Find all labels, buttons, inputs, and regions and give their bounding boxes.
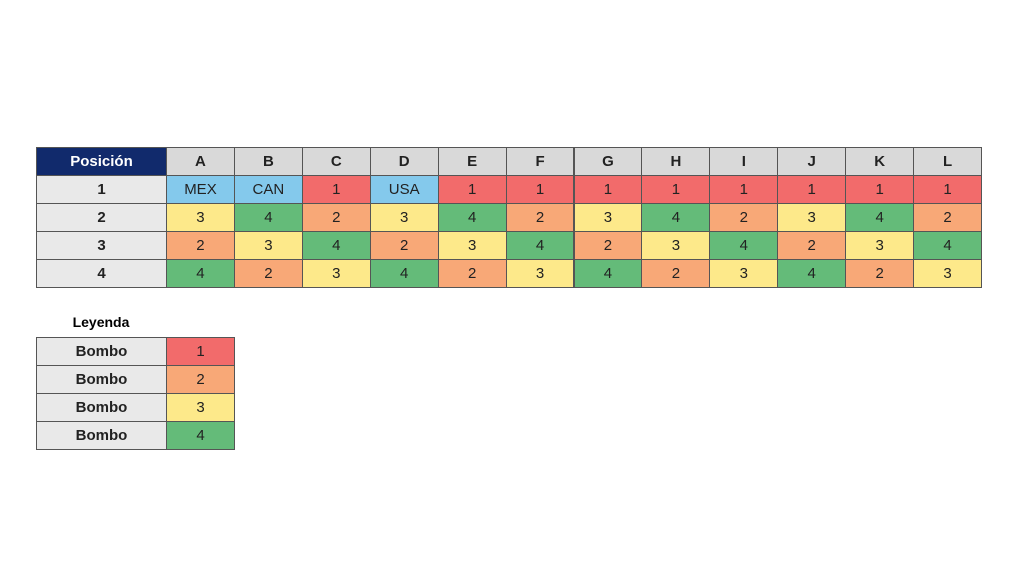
cell: 4 — [913, 231, 982, 260]
cell: 3 — [437, 231, 507, 260]
legend-title: Leyenda — [72, 314, 130, 330]
cell: 3 — [301, 259, 371, 288]
legend-label: Bombo — [36, 393, 167, 422]
cell: 4 — [573, 259, 643, 288]
cell: CAN — [233, 175, 303, 204]
cell: 2 — [505, 203, 575, 232]
cell: 3 — [233, 231, 303, 260]
cell: 4 — [505, 231, 575, 260]
cell: 4 — [845, 203, 915, 232]
legend-swatch: 4 — [166, 421, 235, 450]
column-header: F — [505, 147, 575, 176]
column-header: A — [166, 147, 235, 176]
row-label: 1 — [36, 175, 167, 204]
cell: 1 — [437, 175, 507, 204]
cell: 1 — [641, 175, 711, 204]
cell: MEX — [166, 175, 235, 204]
cell: 4 — [301, 231, 371, 260]
cell: 2 — [573, 231, 643, 260]
column-header: K — [845, 147, 915, 176]
cell: 2 — [913, 203, 982, 232]
legend-label: Bombo — [36, 365, 167, 394]
row-label: 3 — [36, 231, 167, 260]
legend-label: Bombo — [36, 337, 167, 366]
cell: 1 — [709, 175, 779, 204]
cell: 2 — [641, 259, 711, 288]
legend-swatch: 3 — [166, 393, 235, 422]
cell: 2 — [301, 203, 371, 232]
column-header: D — [369, 147, 439, 176]
cell: 4 — [369, 259, 439, 288]
cell: 2 — [233, 259, 303, 288]
cell: 3 — [505, 259, 575, 288]
cell: 2 — [437, 259, 507, 288]
column-header: C — [301, 147, 371, 176]
cell: 4 — [777, 259, 847, 288]
row-label: 2 — [36, 203, 167, 232]
cell: 3 — [641, 231, 711, 260]
cell: 3 — [369, 203, 439, 232]
cell: 3 — [913, 259, 982, 288]
cell: 1 — [573, 175, 643, 204]
cell: 1 — [505, 175, 575, 204]
cell: 2 — [845, 259, 915, 288]
cell: 2 — [709, 203, 779, 232]
column-header: G — [573, 147, 643, 176]
legend-label: Bombo — [36, 421, 167, 450]
legend-swatch: 1 — [166, 337, 235, 366]
header-cell: Posición — [36, 147, 167, 176]
column-header: H — [641, 147, 711, 176]
row-label: 4 — [36, 259, 167, 288]
cell: 2 — [166, 231, 235, 260]
cell: 1 — [913, 175, 982, 204]
column-header: I — [709, 147, 779, 176]
cell: 1 — [845, 175, 915, 204]
cell: 1 — [777, 175, 847, 204]
cell: 3 — [573, 203, 643, 232]
cell: 4 — [641, 203, 711, 232]
column-header: E — [437, 147, 507, 176]
cell: 3 — [777, 203, 847, 232]
cell: 4 — [709, 231, 779, 260]
cell: USA — [369, 175, 439, 204]
cell: 4 — [437, 203, 507, 232]
column-header: L — [913, 147, 982, 176]
cell: 2 — [777, 231, 847, 260]
cell: 2 — [369, 231, 439, 260]
cell: 1 — [301, 175, 371, 204]
cell: 3 — [166, 203, 235, 232]
cell: 4 — [233, 203, 303, 232]
cell: 3 — [845, 231, 915, 260]
cell: 4 — [166, 259, 235, 288]
column-header: B — [233, 147, 303, 176]
cell: 3 — [709, 259, 779, 288]
column-header: J — [777, 147, 847, 176]
legend-swatch: 2 — [166, 365, 235, 394]
